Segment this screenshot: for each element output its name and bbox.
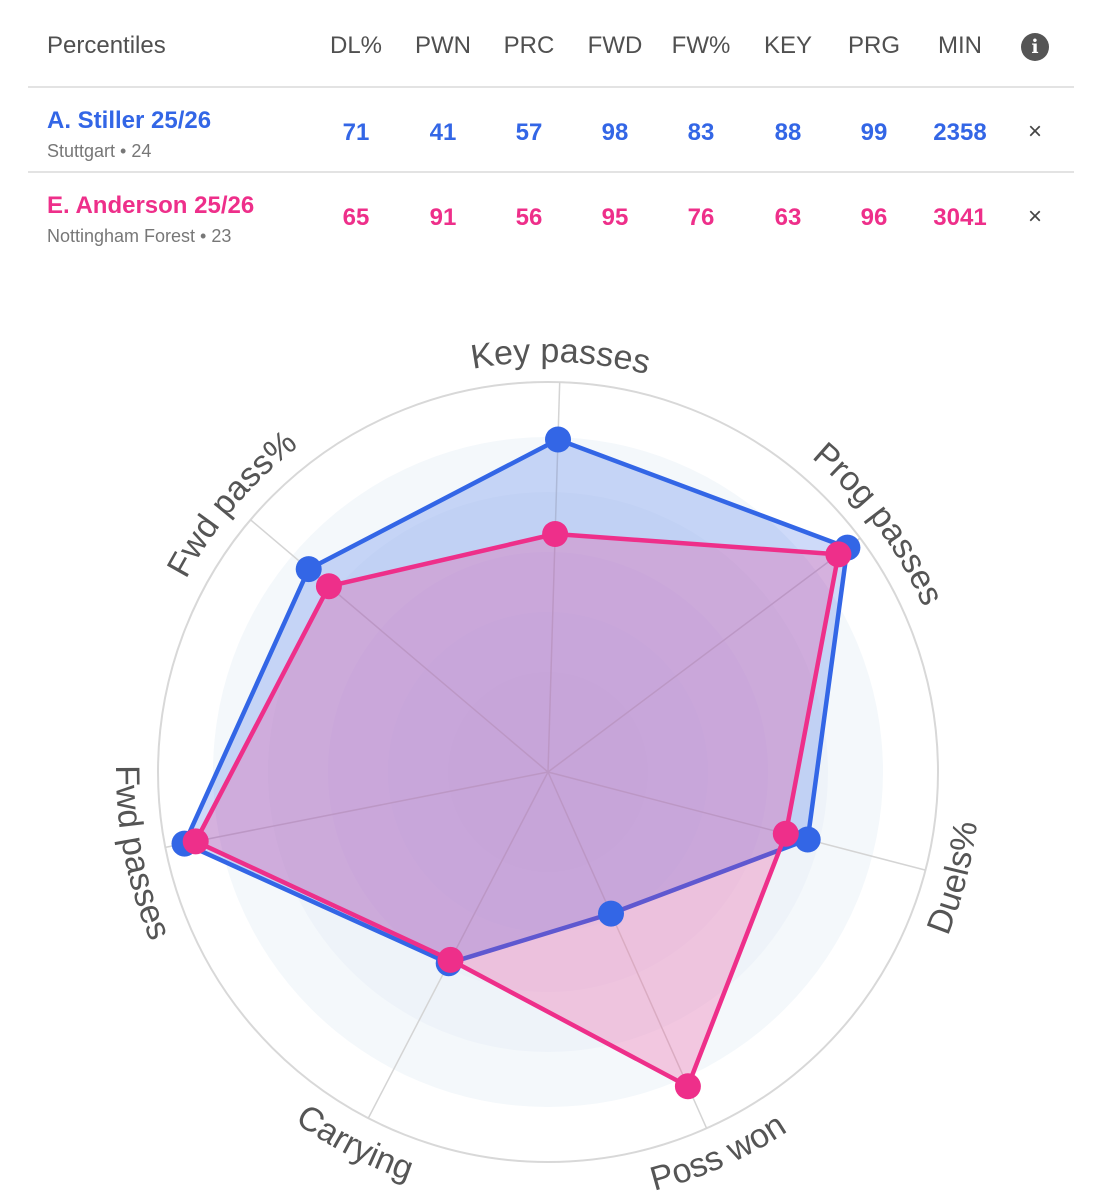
radar-point [772,820,799,847]
value-dl: 71 [342,119,370,146]
value-prc: 56 [515,204,543,231]
value-fwd: 95 [601,204,629,231]
radar-point [825,541,852,568]
player-club-age: Nottingham Forest • 23 [47,226,232,246]
value-dl: 65 [342,204,370,231]
radar-point [182,828,209,855]
table-header: Percentiles DL% PWN PRC FWD FW% KEY PRG … [28,0,1074,88]
radar-series-area [193,531,841,1089]
radar-spoke [547,771,708,1129]
player-name[interactable]: A. Stiller 25/26 [47,107,212,134]
radar-spoke [547,537,861,773]
value-min: 3041 [933,204,987,231]
value-fwd: 98 [601,119,629,146]
value-fw-pct: 83 [687,119,715,146]
value-prc: 57 [515,119,543,146]
value-fw-pct: 76 [687,204,715,231]
value-pwn: 91 [429,204,457,231]
value-key: 63 [774,204,802,231]
radar-series-area [182,437,850,966]
player-club-age: Stuttgart • 24 [47,141,152,161]
player-row-stiller: A. Stiller 25/26 Stuttgart • 24 71 41 57… [28,88,1074,173]
radar-point [437,946,464,973]
value-min: 2358 [933,119,987,146]
column-header-min: MIN [938,32,982,59]
column-header-prg: PRG [847,32,901,59]
close-icon[interactable]: × [1027,118,1043,145]
radar-chart: Key passes Prog passes Duels% Poss won Carry… [0,300,1102,1200]
info-icon[interactable]: i [1021,33,1049,61]
radar-axis-label-text: Key passes [468,332,654,382]
column-header-fwd: FWD [587,32,643,59]
column-header-fw-pct: FW% [671,32,731,59]
radar-point [598,900,624,927]
column-header-prc: PRC [503,32,555,59]
radar-point [295,556,322,583]
radar-spoke [547,771,926,871]
radar-point [545,426,571,453]
radar-spoke [367,771,549,1119]
value-prg: 96 [860,204,888,231]
value-pwn: 41 [429,119,457,146]
radar-spoke [165,771,549,849]
value-prg: 99 [860,119,888,146]
column-header-pwn: PWN [415,32,471,59]
column-header-key: KEY [763,32,813,59]
radar-axis-label: Key passes [468,332,654,382]
column-header-dl: DL% [329,32,383,59]
value-key: 88 [774,119,802,146]
radar-point [674,1073,701,1100]
percentiles-table: Percentiles DL% PWN PRC FWD FW% KEY PRG … [28,0,1074,256]
player-name[interactable]: E. Anderson 25/26 [47,192,255,219]
radar-point [315,573,342,600]
close-icon[interactable]: × [1027,203,1043,230]
radar-point [542,521,569,547]
player-row-anderson: E. Anderson 25/26 Nottingham Forest • 23… [28,173,1074,256]
radar-point [794,826,821,853]
table-title: Percentiles [47,32,166,59]
